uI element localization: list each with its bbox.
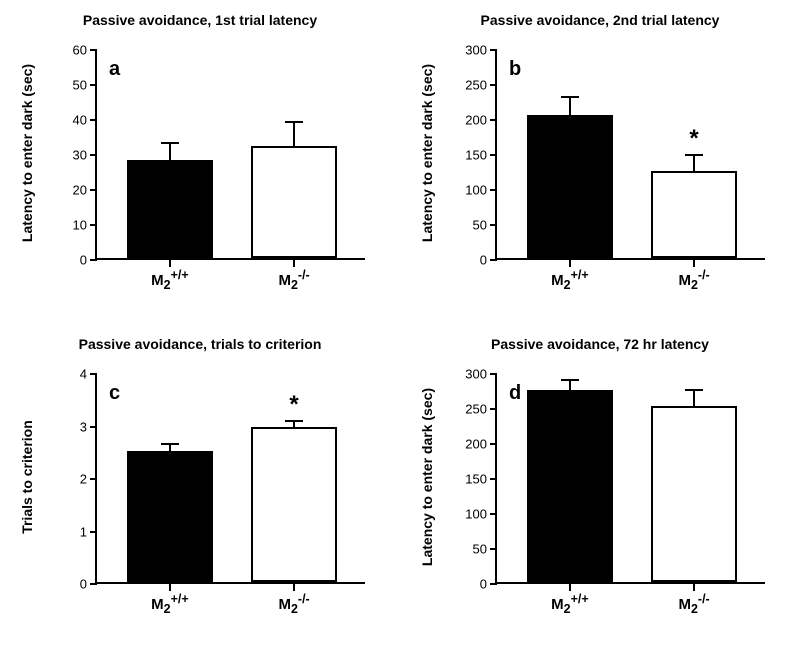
y-axis-label: Latency to enter dark (sec) (419, 53, 435, 253)
error-bar (293, 122, 295, 147)
bar (527, 115, 613, 259)
y-tick-label: 30 (73, 148, 97, 163)
y-tick-label: 300 (465, 367, 497, 382)
panel-b: Passive avoidance, 2nd trial latency0501… (400, 0, 800, 324)
bar (651, 406, 737, 582)
panel-title: Passive avoidance, 72 hr latency (400, 336, 800, 352)
y-tick-label: 40 (73, 113, 97, 128)
y-tick-label: 10 (73, 218, 97, 233)
y-tick-label: 4 (80, 367, 97, 382)
error-cap (685, 389, 703, 391)
y-tick-label: 60 (73, 43, 97, 58)
panel-title: Passive avoidance, 1st trial latency (0, 12, 400, 28)
x-tick-label: M2-/- (278, 258, 309, 292)
x-tick-label: M2-/- (678, 582, 709, 616)
y-tick-label: 200 (465, 113, 497, 128)
error-cap (161, 443, 179, 445)
y-tick-label: 2 (80, 472, 97, 487)
x-tick-label: M2-/- (278, 582, 309, 616)
error-cap (561, 96, 579, 98)
y-tick-label: 250 (465, 78, 497, 93)
error-cap (685, 154, 703, 156)
y-tick-label: 0 (80, 253, 97, 268)
y-tick-label: 250 (465, 402, 497, 417)
plot-area: 0102030405060M2+/+M2-/- (95, 50, 365, 260)
y-tick-label: 150 (465, 148, 497, 163)
y-tick-label: 1 (80, 524, 97, 539)
error-cap (561, 379, 579, 381)
panel-letter: c (109, 382, 120, 405)
panel-letter: d (509, 382, 521, 405)
panel-letter: b (509, 58, 521, 81)
error-bar (693, 390, 695, 405)
y-axis-label: Trials to criterion (19, 377, 35, 577)
error-cap (285, 121, 303, 123)
bar (127, 160, 213, 258)
y-tick-label: 200 (465, 437, 497, 452)
bar (527, 390, 613, 583)
bar (251, 146, 337, 258)
y-tick-label: 100 (465, 507, 497, 522)
error-bar (169, 143, 171, 161)
y-tick-label: 100 (465, 183, 497, 198)
figure: Passive avoidance, 1st trial latency0102… (0, 0, 800, 648)
y-tick-label: 50 (473, 218, 497, 233)
plot-area: 050100150200250300M2+/+*M2-/- (495, 50, 765, 260)
error-cap (285, 420, 303, 422)
y-tick-label: 20 (73, 183, 97, 198)
significance-star: * (689, 125, 698, 153)
y-tick-label: 50 (473, 542, 497, 557)
panel-c: Passive avoidance, trials to criterion01… (0, 324, 400, 648)
x-tick-label: M2+/+ (151, 582, 189, 616)
y-tick-label: 300 (465, 43, 497, 58)
y-tick-label: 0 (480, 253, 497, 268)
error-bar (569, 97, 571, 115)
y-tick-label: 0 (80, 577, 97, 592)
bar (651, 171, 737, 259)
y-tick-label: 0 (480, 577, 497, 592)
x-tick-label: M2+/+ (151, 258, 189, 292)
error-bar (693, 155, 695, 170)
plot-area: 01234M2+/+*M2-/- (95, 374, 365, 584)
y-axis-label: Latency to enter dark (sec) (419, 377, 435, 577)
panel-letter: a (109, 58, 120, 81)
bar (251, 427, 337, 582)
error-cap (161, 142, 179, 144)
error-bar (569, 380, 571, 389)
y-axis-label: Latency to enter dark (sec) (19, 53, 35, 253)
y-tick-label: 150 (465, 472, 497, 487)
x-tick-label: M2-/- (678, 258, 709, 292)
plot-area: 050100150200250300M2+/+M2-/- (495, 374, 765, 584)
y-tick-label: 50 (73, 78, 97, 93)
panel-title: Passive avoidance, 2nd trial latency (400, 12, 800, 28)
significance-star: * (289, 391, 298, 419)
x-tick-label: M2+/+ (551, 258, 589, 292)
panel-d: Passive avoidance, 72 hr latency05010015… (400, 324, 800, 648)
bar (127, 451, 213, 582)
x-tick-label: M2+/+ (551, 582, 589, 616)
panel-a: Passive avoidance, 1st trial latency0102… (0, 0, 400, 324)
panel-title: Passive avoidance, trials to criterion (0, 336, 400, 352)
y-tick-label: 3 (80, 419, 97, 434)
